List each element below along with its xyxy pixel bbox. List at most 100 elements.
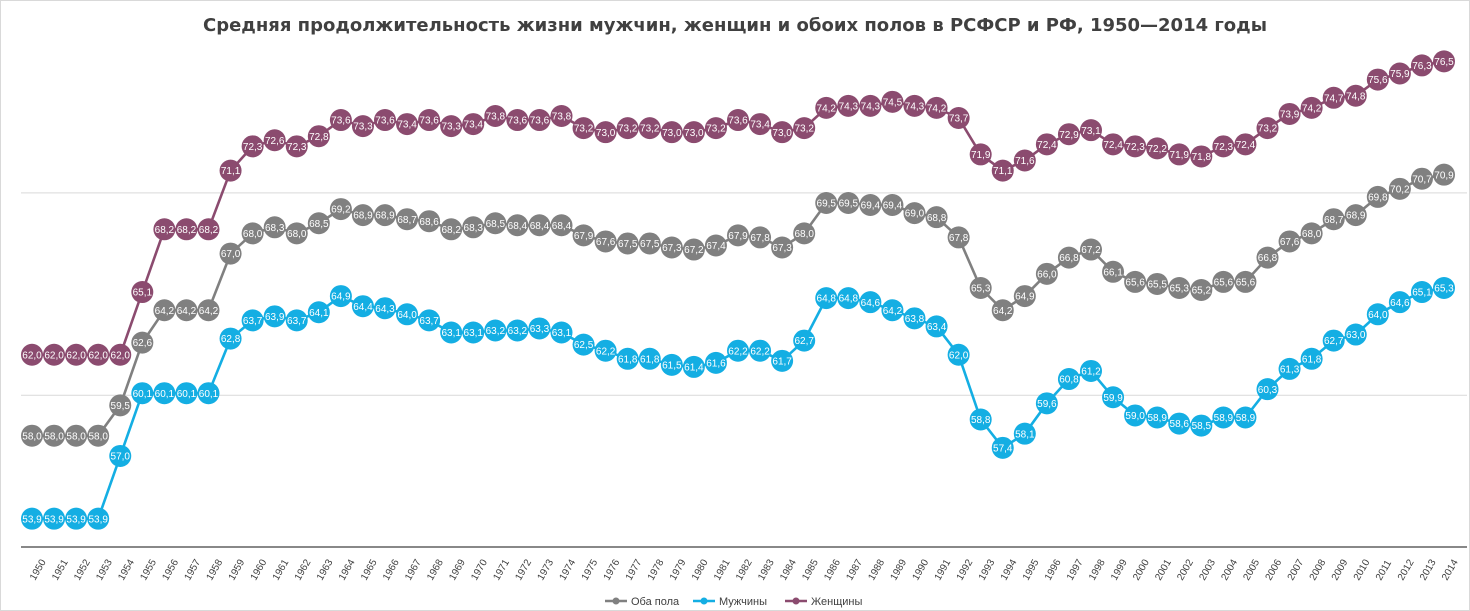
data-label: 62,0	[949, 350, 969, 361]
data-point	[682, 238, 705, 261]
data-point	[175, 218, 198, 241]
data-label: 62,5	[574, 340, 594, 351]
data-point	[749, 226, 772, 249]
x-tick-label: 1984	[778, 557, 799, 582]
data-label: 62,0	[22, 350, 42, 361]
data-label: 64,8	[839, 294, 859, 305]
data-point	[616, 117, 639, 140]
series-2: 53,9 53,9 53,9 53,957,060,1 60,1 60,1 60,162,8…	[21, 276, 1455, 530]
data-point	[418, 210, 441, 233]
data-point	[572, 333, 595, 356]
data-point	[43, 424, 66, 447]
data-label: 74,2	[817, 103, 837, 114]
data-label: 64,9	[331, 292, 351, 303]
data-label: 53,9	[44, 514, 64, 525]
data-point	[1212, 135, 1235, 158]
data-point	[1278, 357, 1301, 380]
data-label: 62,2	[750, 346, 770, 357]
data-label: 65,6	[1125, 278, 1145, 289]
chart-title: Средняя продолжительность жизни мужчин, …	[203, 15, 1267, 36]
data-label: 58,6	[1170, 419, 1190, 430]
data-point	[109, 444, 132, 467]
data-label: 64,6	[861, 298, 881, 309]
x-tick-label: 2001	[1153, 557, 1174, 582]
data-point	[1366, 68, 1389, 91]
data-point	[550, 214, 573, 237]
data-label: 62,0	[111, 350, 131, 361]
x-tick-label: 1963	[315, 557, 336, 582]
data-label: 73,4	[397, 120, 417, 131]
data-point	[793, 222, 816, 245]
x-tick-label: 2012	[1396, 557, 1417, 582]
data-point	[704, 234, 727, 257]
data-point	[65, 507, 88, 530]
data-label: 75,9	[1390, 69, 1410, 80]
x-tick-label: 1996	[1043, 557, 1064, 582]
data-point	[859, 194, 882, 217]
data-label: 58,0	[66, 431, 86, 442]
data-point	[153, 218, 176, 241]
data-label: 60,1	[199, 389, 219, 400]
x-tick-label: 1964	[337, 557, 358, 582]
data-label: 71,8	[1192, 152, 1212, 163]
x-tick-label: 1981	[712, 557, 733, 582]
data-point	[351, 115, 374, 138]
data-point	[1344, 204, 1367, 227]
data-label: 73,4	[464, 120, 484, 131]
data-point	[638, 232, 661, 255]
data-label: 71,6	[1015, 156, 1035, 167]
x-tick-label: 1980	[690, 557, 711, 582]
data-point	[837, 287, 860, 310]
x-tick-label: 2005	[1242, 557, 1263, 582]
data-label: 65,1	[1412, 288, 1432, 299]
data-point	[418, 309, 441, 332]
data-point	[109, 394, 132, 417]
data-label: 67,0	[221, 249, 241, 260]
data-point	[175, 299, 198, 322]
data-point	[1102, 133, 1125, 156]
data-point	[837, 192, 860, 214]
data-point	[1388, 62, 1411, 85]
data-point	[528, 109, 551, 132]
data-point	[1057, 246, 1080, 269]
x-tick-label: 1997	[1065, 557, 1086, 582]
data-point	[1256, 246, 1279, 269]
data-label: 58,9	[1214, 413, 1234, 424]
data-label: 72,8	[309, 132, 329, 143]
data-label: 66,1	[1103, 267, 1123, 278]
data-label: 73,0	[684, 128, 704, 139]
data-label: 74,8	[1346, 91, 1366, 102]
data-label: 67,8	[949, 233, 969, 244]
data-point	[881, 299, 904, 322]
data-label: 63,0	[1346, 330, 1366, 341]
data-point	[1035, 262, 1058, 285]
data-label: 72,4	[1236, 140, 1256, 151]
data-point	[351, 204, 374, 227]
data-label: 64,6	[1390, 298, 1410, 309]
data-label: 72,9	[1059, 130, 1079, 141]
data-label: 74,2	[1302, 103, 1322, 114]
x-tick-label: 1987	[844, 557, 865, 582]
data-label: 74,3	[861, 101, 881, 112]
data-label: 62,6	[133, 338, 153, 349]
x-tick-label: 2009	[1330, 557, 1351, 582]
data-point	[969, 143, 992, 166]
data-point	[374, 109, 396, 132]
data-label: 64,0	[1368, 310, 1388, 321]
data-label: 63,7	[419, 316, 439, 327]
data-point	[925, 96, 948, 119]
data-point	[1212, 270, 1235, 293]
data-label: 71,1	[993, 166, 1013, 177]
x-tick-label: 2003	[1197, 557, 1218, 582]
data-point	[727, 339, 749, 362]
data-label: 61,7	[772, 356, 792, 367]
data-point	[550, 104, 573, 127]
data-label: 68,9	[1346, 211, 1366, 222]
data-point	[594, 230, 617, 253]
data-label: 69,4	[861, 201, 881, 212]
data-point	[1013, 422, 1036, 445]
data-label: 57,4	[993, 443, 1013, 454]
data-point	[991, 436, 1014, 459]
